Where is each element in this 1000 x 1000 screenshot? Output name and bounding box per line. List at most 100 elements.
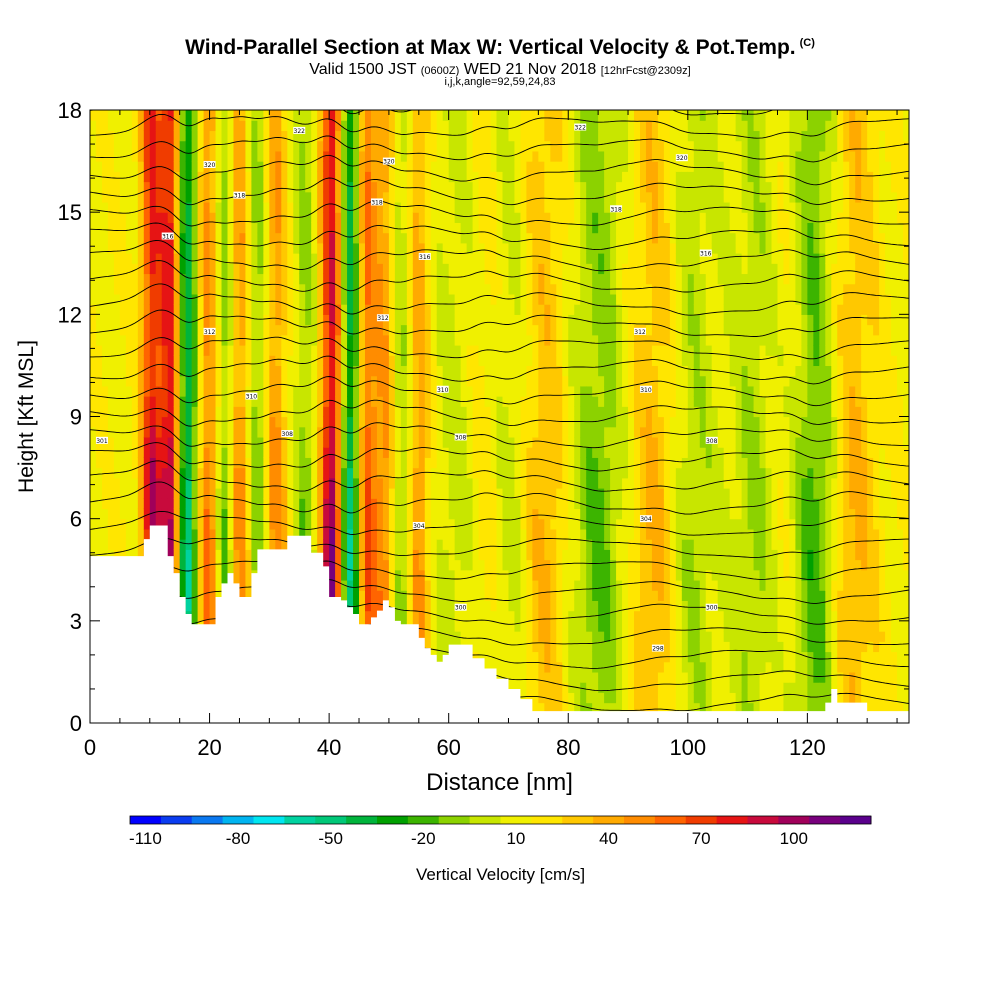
velocity-cell bbox=[161, 263, 169, 275]
velocity-cell bbox=[574, 406, 581, 418]
velocity-cell bbox=[388, 120, 396, 132]
velocity-cell bbox=[448, 304, 456, 315]
velocity-cell bbox=[311, 365, 318, 377]
velocity-cell bbox=[442, 232, 450, 244]
velocity-cell bbox=[544, 477, 551, 489]
velocity-cell bbox=[580, 110, 587, 121]
velocity-cell bbox=[107, 314, 115, 326]
velocity-cell bbox=[197, 273, 205, 285]
velocity-cell bbox=[251, 528, 258, 540]
velocity-cell bbox=[520, 671, 528, 683]
velocity-cell bbox=[293, 161, 300, 172]
velocity-cell bbox=[550, 150, 557, 162]
velocity-cell bbox=[215, 477, 223, 489]
velocity-cell bbox=[436, 579, 444, 591]
velocity-cell bbox=[448, 508, 456, 520]
velocity-cell bbox=[472, 334, 480, 346]
velocity-cell bbox=[359, 181, 366, 193]
velocity-cell bbox=[466, 498, 474, 510]
velocity-cell bbox=[514, 549, 522, 561]
velocity-cell bbox=[131, 416, 139, 428]
velocity-cell bbox=[424, 518, 432, 530]
velocity-cell bbox=[359, 110, 366, 121]
velocity-cell bbox=[496, 631, 504, 642]
velocity-cell bbox=[113, 314, 121, 326]
velocity-cell bbox=[113, 457, 121, 469]
velocity-cell bbox=[95, 293, 103, 305]
velocity-cell bbox=[442, 130, 450, 142]
velocity-cell bbox=[496, 344, 504, 356]
velocity-cell bbox=[347, 477, 354, 489]
velocity-cell bbox=[484, 518, 492, 530]
velocity-cell bbox=[550, 232, 557, 244]
velocity-cell bbox=[281, 355, 288, 367]
velocity-cell bbox=[580, 702, 587, 714]
velocity-cell bbox=[263, 416, 270, 428]
velocity-cell bbox=[335, 222, 342, 234]
velocity-cell bbox=[568, 457, 575, 469]
chart-subtitle-indices: i,j,k,angle=92,59,24,83 bbox=[444, 76, 556, 88]
velocity-cell bbox=[347, 212, 354, 223]
velocity-cell bbox=[90, 181, 97, 193]
velocity-cell bbox=[215, 385, 223, 397]
velocity-cell bbox=[161, 201, 169, 213]
velocity-cell bbox=[167, 467, 175, 479]
velocity-cell bbox=[299, 140, 306, 152]
velocity-cell bbox=[179, 457, 187, 469]
velocity-cell bbox=[556, 110, 563, 121]
velocity-cell bbox=[544, 324, 551, 336]
velocity-cell bbox=[400, 539, 408, 550]
velocity-cell bbox=[353, 385, 360, 397]
velocity-cell bbox=[472, 191, 480, 203]
velocity-cell bbox=[293, 110, 300, 121]
velocity-cell bbox=[353, 150, 360, 162]
velocity-cell bbox=[185, 600, 193, 612]
velocity-cell bbox=[149, 130, 157, 142]
velocity-cell bbox=[359, 253, 366, 264]
velocity-cell bbox=[472, 242, 480, 254]
velocity-cell bbox=[335, 590, 342, 601]
velocity-cell bbox=[137, 518, 145, 530]
velocity-cell bbox=[460, 150, 468, 162]
velocity-cell bbox=[514, 344, 522, 356]
velocity-cell bbox=[466, 120, 474, 132]
velocity-cell bbox=[580, 467, 587, 479]
velocity-cell bbox=[233, 201, 241, 213]
velocity-cell bbox=[550, 304, 557, 315]
velocity-cell bbox=[329, 508, 336, 520]
velocity-cell bbox=[568, 549, 575, 561]
velocity-cell bbox=[490, 406, 498, 418]
velocity-cell bbox=[335, 518, 342, 530]
velocity-cell bbox=[538, 600, 545, 612]
velocity-cell bbox=[239, 488, 247, 499]
velocity-cell bbox=[496, 263, 504, 275]
velocity-cell bbox=[406, 140, 414, 152]
velocity-cell bbox=[484, 641, 492, 653]
velocity-cell bbox=[353, 406, 360, 418]
velocity-cell bbox=[203, 508, 211, 520]
velocity-cell bbox=[131, 396, 139, 407]
velocity-cell bbox=[442, 171, 450, 183]
velocity-cell bbox=[484, 253, 492, 264]
velocity-cell bbox=[113, 130, 121, 142]
velocity-cell bbox=[490, 661, 498, 673]
velocity-cell bbox=[185, 488, 193, 499]
velocity-cell bbox=[191, 600, 199, 612]
velocity-cell bbox=[406, 467, 414, 479]
velocity-cell bbox=[544, 140, 551, 152]
velocity-cell bbox=[239, 110, 247, 121]
velocity-cell bbox=[400, 201, 408, 213]
velocity-cell bbox=[317, 263, 324, 275]
velocity-cell bbox=[556, 641, 563, 653]
velocity-cell bbox=[90, 508, 97, 520]
velocity-cell bbox=[406, 293, 414, 305]
velocity-cell bbox=[299, 222, 306, 234]
velocity-cell bbox=[514, 324, 522, 336]
velocity-cell bbox=[466, 600, 474, 612]
velocity-cell bbox=[269, 324, 276, 336]
velocity-cell bbox=[364, 181, 372, 193]
velocity-cell bbox=[538, 682, 545, 693]
velocity-cell bbox=[574, 569, 581, 581]
velocity-cell bbox=[275, 457, 282, 469]
velocity-cell bbox=[137, 436, 145, 448]
